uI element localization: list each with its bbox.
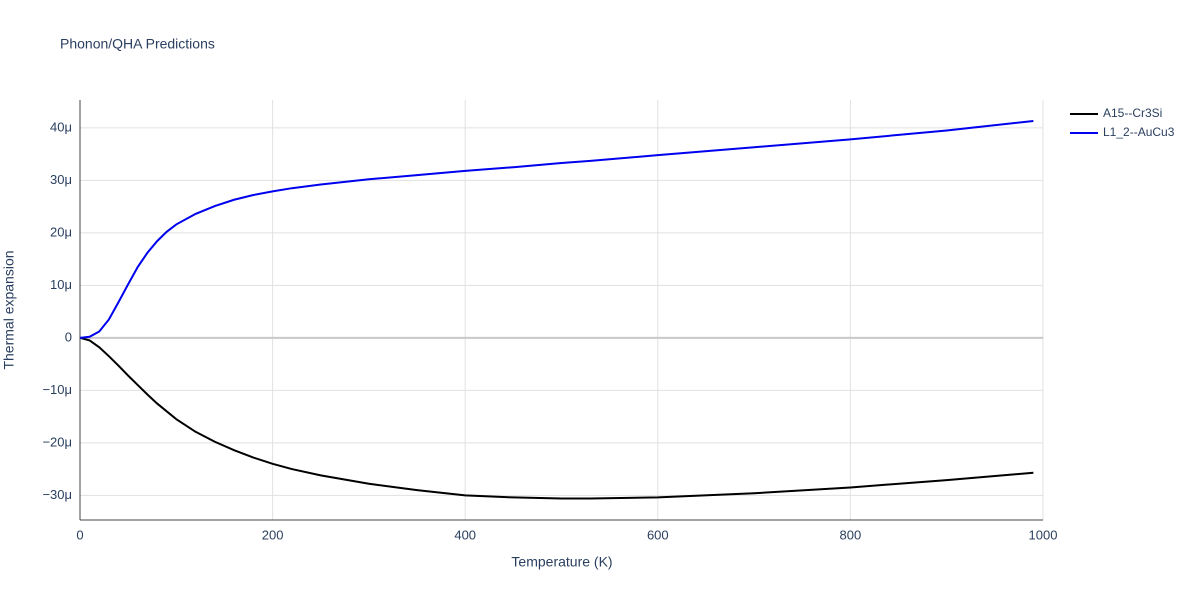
x-tick-label: 600 — [647, 527, 669, 542]
x-tick-label: 400 — [454, 527, 476, 542]
data-line — [79, 120, 1034, 339]
y-tick-label: 10μ — [50, 277, 72, 292]
y-tick-label: 30μ — [50, 172, 72, 187]
data-line — [79, 336, 1034, 500]
x-tick-label: 800 — [840, 527, 862, 542]
legend-label: A15--Cr3Si — [1103, 106, 1162, 120]
x-axis-title: Temperature (K) — [511, 554, 612, 570]
y-tick-label: −10μ — [42, 382, 72, 397]
y-tick-label: 0 — [65, 329, 72, 344]
y-tick-label: 40μ — [50, 119, 72, 134]
x-tick-label: 0 — [76, 527, 83, 542]
y-axis-title: Thermal expansion — [1, 250, 17, 369]
legend-label: L1_2--AuCu3 — [1103, 125, 1175, 139]
y-tick-label: −20μ — [42, 434, 72, 449]
x-tick-label: 200 — [262, 527, 284, 542]
chart-title: Phonon/QHA Predictions — [60, 36, 215, 52]
x-tick-label: 1000 — [1029, 527, 1058, 542]
y-tick-label: −30μ — [42, 487, 72, 502]
y-tick-label: 20μ — [50, 224, 72, 239]
